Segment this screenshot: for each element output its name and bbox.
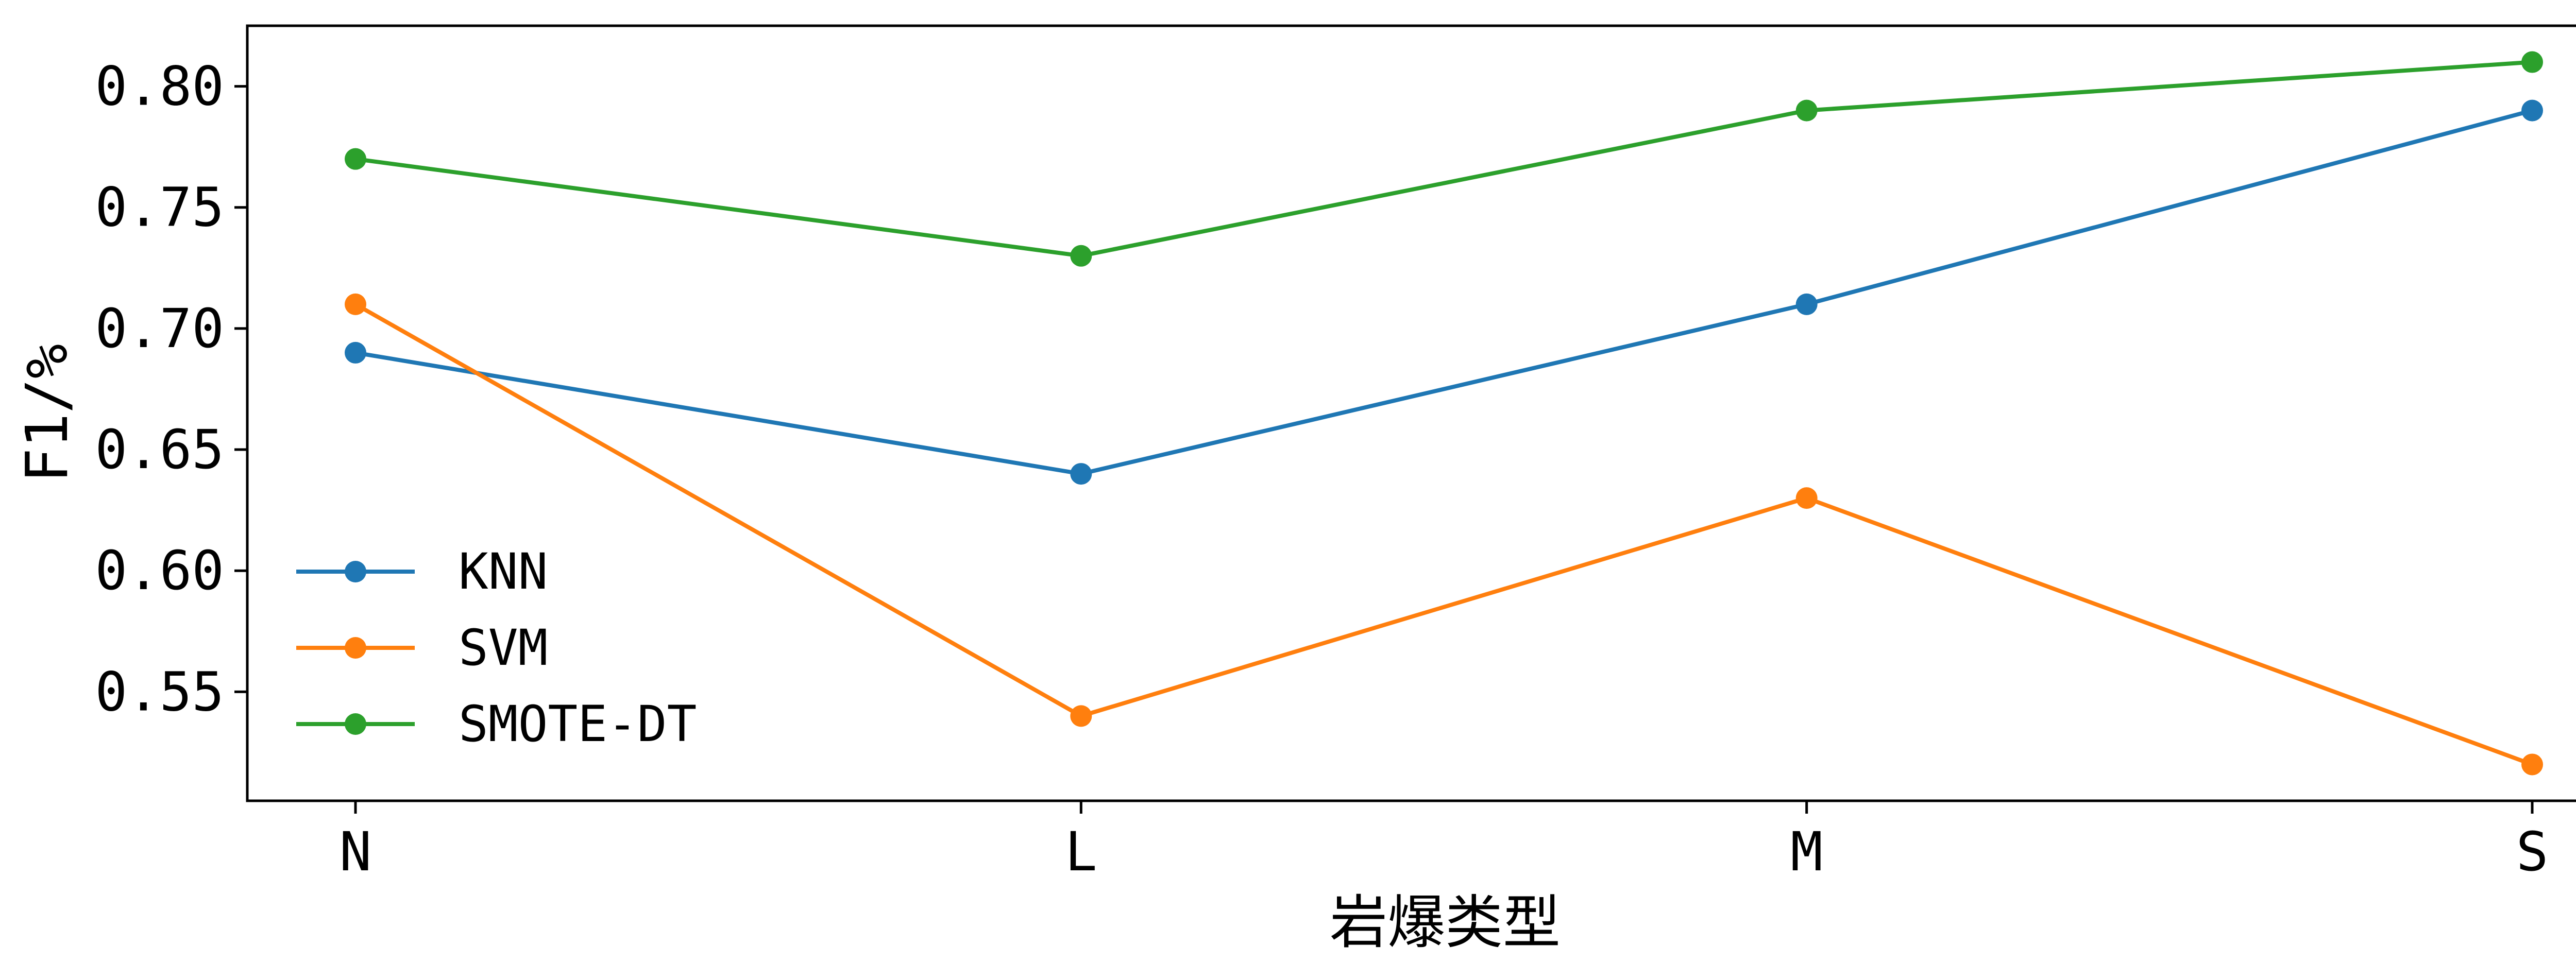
y-tick-label: 0.75 — [95, 176, 224, 239]
y-axis: 0.55 0.60 0.65 0.70 0.75 0.80 — [95, 55, 247, 723]
series-knn — [345, 99, 2543, 485]
legend-label: KNN — [459, 543, 548, 600]
legend-label: SMOTE-DT — [459, 695, 697, 753]
y-axis-label: F1/% — [14, 344, 81, 483]
data-point — [1795, 293, 1818, 315]
data-point — [345, 341, 366, 364]
legend: KNN SVM SMOTE-DT — [296, 543, 697, 753]
data-point — [1795, 99, 1818, 122]
legend-label: SVM — [459, 619, 548, 677]
data-point — [1795, 487, 1818, 509]
legend-item: KNN — [296, 543, 548, 600]
series-line — [355, 60, 2533, 258]
series-svm — [345, 293, 2543, 776]
legend-item: SVM — [296, 619, 548, 677]
y-tick-label: 0.80 — [95, 55, 224, 118]
x-tick-label: L — [1065, 820, 1097, 883]
data-point — [2521, 51, 2543, 73]
data-point — [1070, 463, 1092, 485]
series-line — [354, 302, 2533, 767]
data-point — [2521, 753, 2543, 776]
data-point — [1070, 245, 1092, 267]
x-tick-label: S — [2516, 820, 2549, 883]
data-point — [345, 148, 366, 170]
x-tick-label: N — [340, 820, 372, 883]
legend-marker — [345, 713, 366, 735]
series-smote-dt — [345, 51, 2543, 267]
legend-item: SMOTE-DT — [296, 695, 697, 753]
data-point — [1070, 705, 1092, 727]
plot-frame — [246, 24, 2576, 802]
y-tick-label: 0.65 — [95, 418, 224, 481]
data-point — [2521, 99, 2543, 122]
legend-marker — [345, 561, 366, 582]
x-axis-label: 岩爆类型 — [1330, 889, 1561, 956]
series-line — [355, 108, 2533, 476]
x-tick-label: M — [1790, 820, 1823, 883]
y-tick-label: 0.70 — [95, 297, 224, 360]
data-point — [345, 293, 366, 315]
series-layer — [345, 51, 2543, 776]
y-tick-label: 0.55 — [95, 660, 224, 723]
y-tick-label: 0.60 — [95, 539, 224, 602]
legend-marker — [345, 637, 366, 659]
